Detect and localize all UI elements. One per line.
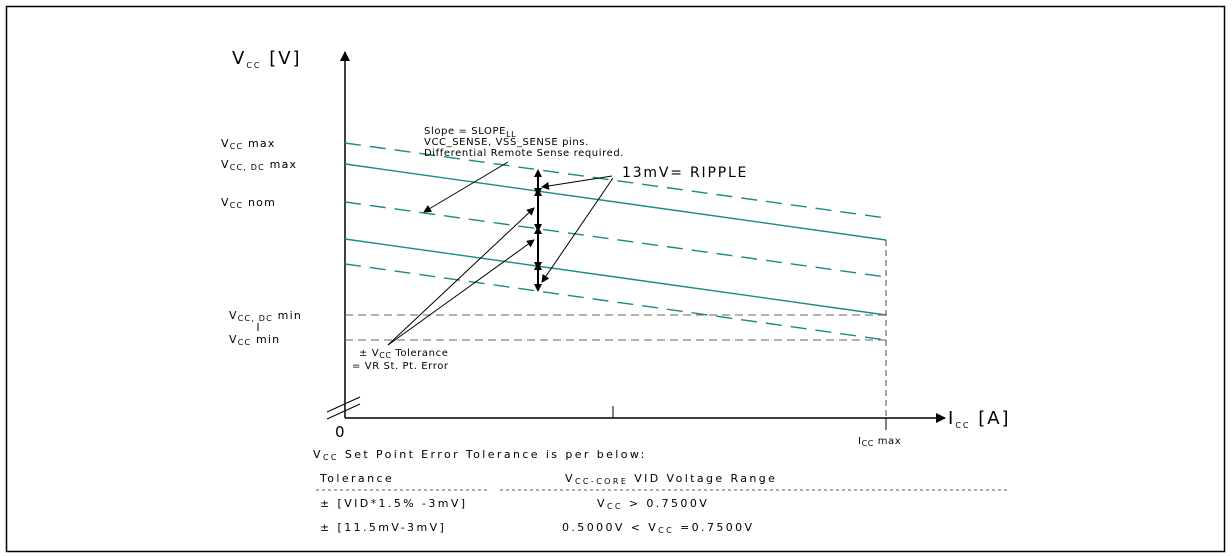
vcc-min-label: VCC min	[229, 333, 280, 347]
vcc-max-label: VCC max	[221, 137, 276, 151]
table-row-1-tolerance: ± [VID*1.5% -3mV]	[320, 497, 468, 510]
table-header-range: VCC-CORE VID Voltage Range	[565, 472, 777, 486]
vcc-dc-min-label: VCC, DC min	[229, 309, 302, 323]
axis-break-mark-1	[326, 396, 361, 413]
tolerance-pointer-lower	[387, 239, 535, 346]
axis-break-mark-2	[326, 403, 361, 420]
y-axis-label: VCC [V]	[232, 48, 302, 70]
table-row-2-tolerance: ± [11.5mV-3mV]	[320, 521, 446, 534]
loadlines	[344, 142, 887, 341]
vcc-dc-min-solid-line	[344, 238, 887, 316]
vcc-min-dashed-line	[344, 263, 887, 341]
x-axis-label: ICC [A]	[948, 408, 1011, 430]
slope-note-line1: Slope = SLOPELL	[424, 126, 516, 139]
origin-label: 0	[335, 423, 345, 441]
x-max-label: ICC max	[858, 436, 901, 448]
tolerance-pointer-upper	[387, 207, 535, 346]
table-header-tolerance: Tolerance	[319, 472, 394, 485]
figure-border	[5, 5, 1226, 553]
vcc-dc-max-solid-line	[344, 163, 887, 241]
vcc-nom-dashed-line	[344, 201, 887, 278]
slope-note-line3: Differential Remote Sense required.	[424, 148, 624, 159]
slope-note-line2: VCC_SENSE, VSS_SENSE pins.	[424, 137, 589, 148]
slope-pointer-arrow	[423, 161, 509, 213]
table-caption: VCC Set Point Error Tolerance is per bel…	[313, 448, 647, 462]
vcc-nom-label: VCC nom	[221, 196, 276, 210]
tolerance-note-line1: ± VCC Tolerance	[359, 348, 448, 360]
ripple-label: 13mV= RIPPLE	[622, 165, 748, 181]
tolerance-note-line2: = VR St. Pt. Error	[352, 361, 449, 372]
table-row-2-range: 0.5000V < VCC =0.7500V	[562, 521, 754, 535]
table-row-1-range: VCC > 0.7500V	[597, 497, 709, 511]
vcc-max-dashed-line	[344, 142, 887, 219]
ripple-pointer-upper	[541, 175, 613, 190]
vcc-dc-max-label: VCC, DC max	[221, 158, 297, 172]
ripple-pointer-lower	[541, 177, 614, 283]
